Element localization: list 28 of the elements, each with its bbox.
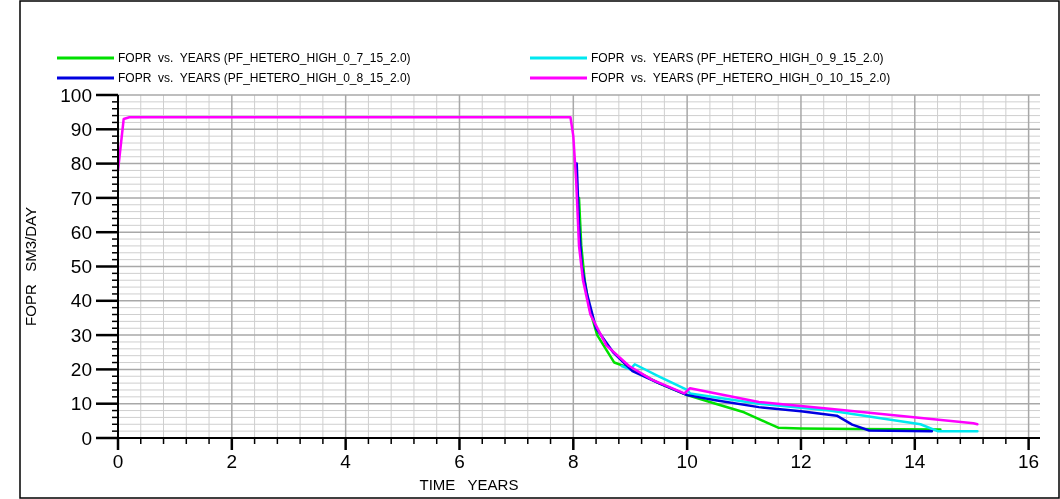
y-tick-label: 50 [70,256,92,278]
y-tick-label: 0 [81,427,92,449]
y-tick-label: 10 [70,393,92,415]
y-tick-label: 80 [70,153,92,175]
x-tick-label: 12 [790,451,812,472]
y-tick-label: 20 [70,359,92,381]
legend-label: FOPR vs. YEARS (PF_HETERO_HIGH_0_8_15_2.0) [118,71,411,86]
legend-label: FOPR vs. YEARS (PF_HETERO_HIGH_0_7_15_2.0) [118,51,411,66]
y-tick-label: 60 [70,221,92,243]
x-axis-title: TIME YEARS [419,476,519,493]
x-tick-label: 10 [676,451,698,472]
y-tick-label: 100 [60,84,92,106]
x-tick-label: 0 [112,451,124,472]
x-tick-label: 14 [904,451,926,472]
legend-label: FOPR vs. YEARS (PF_HETERO_HIGH_0_9_15_2.0) [591,51,884,66]
x-tick-label: 6 [454,451,465,472]
x-tick-label: 2 [226,451,238,472]
x-tick-label: 4 [340,451,352,472]
y-tick-label: 30 [70,324,92,346]
y-axis-title: FOPR SM3/DAY [22,207,39,326]
line-series [620,363,979,433]
x-tick-label: 8 [568,451,579,472]
y-tick-label: 90 [70,118,92,140]
line-series [116,116,979,426]
y-tick-label: 70 [70,187,92,209]
legend-label: FOPR vs. YEARS (PF_HETERO_HIGH_0_10_15_2.0) [591,71,891,86]
x-tick-label: 16 [1018,451,1040,472]
y-tick-label: 40 [70,290,92,312]
